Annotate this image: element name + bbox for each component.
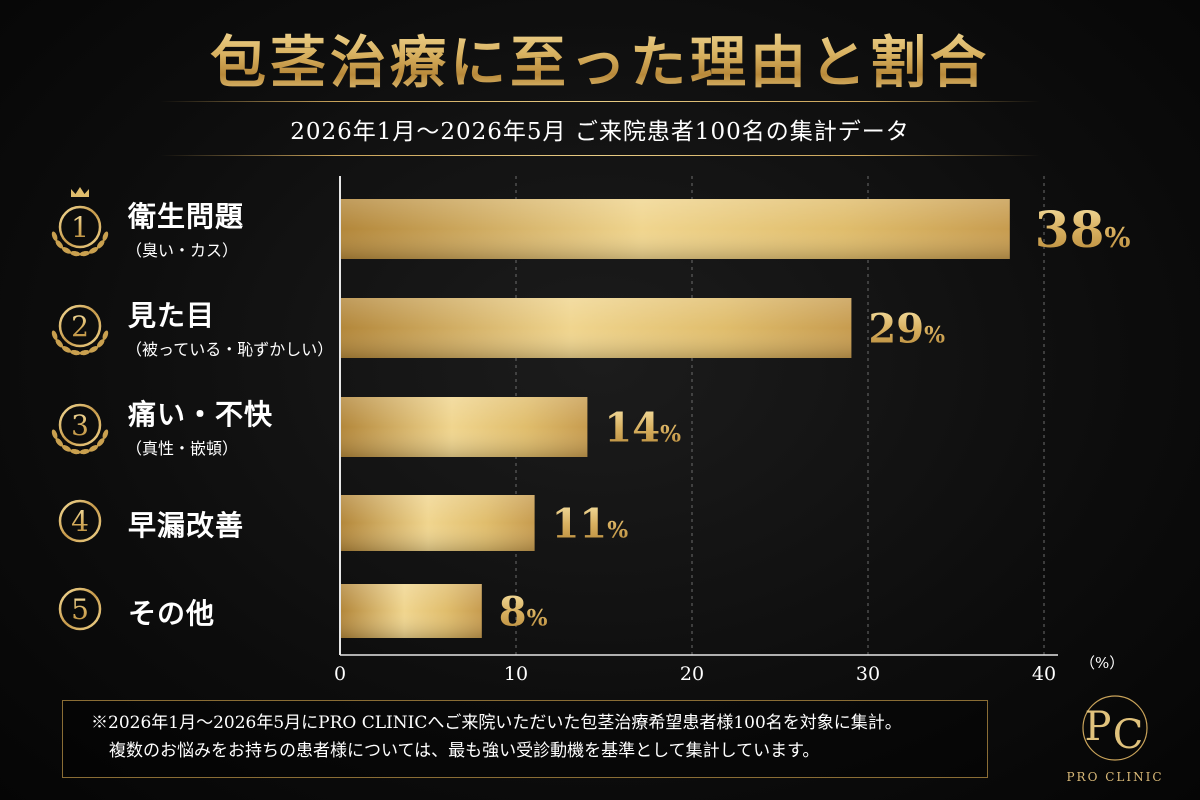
- footnote-line-1: ※2026年1月〜2026年5月にPRO CLINICへご来院いただいた包茎治療…: [91, 713, 902, 733]
- category-sublabel: （被っている・恥ずかしい）: [126, 340, 334, 359]
- category-label: 早漏改善: [128, 509, 245, 542]
- bar-shading: [341, 584, 482, 638]
- laurel-leaf: [62, 247, 71, 254]
- laurel-leaf: [79, 350, 90, 356]
- laurel-leaf: [51, 330, 58, 341]
- title-rule-bottom: [160, 155, 1040, 156]
- rank-badge: 2: [51, 304, 109, 356]
- rank-circle: [58, 587, 102, 631]
- axes: 0 10 20 30 40 （%）: [334, 176, 1124, 685]
- laurel-leaf: [89, 346, 98, 353]
- bar-shading: [341, 199, 1010, 259]
- laurel-leaf: [96, 339, 105, 348]
- laurel-leaf: [51, 231, 58, 242]
- crown-icon: [71, 187, 89, 197]
- x-unit-label: （%）: [1080, 654, 1124, 672]
- laurel-leaf: [96, 240, 105, 249]
- category-label: 見た目: [128, 299, 216, 332]
- title-rule-top: [160, 101, 1040, 102]
- rank-badge: 4: [58, 499, 102, 543]
- rank-number: 4: [71, 505, 89, 538]
- bar-value-label: 14%: [604, 404, 681, 451]
- x-tick-label: 30: [856, 663, 880, 685]
- bar-value-label: 29%: [868, 305, 945, 352]
- category-label: 衛生問題: [128, 200, 245, 233]
- laurel-leaf: [51, 429, 58, 440]
- rank-circle: [58, 205, 102, 249]
- logo-text: PRO CLINIC: [1066, 770, 1164, 784]
- laurel-leaf: [96, 438, 105, 447]
- footnote-line-2: 複数のお悩みをお持ちの患者様については、最も強い受診動機を基準として集計していま…: [109, 741, 820, 761]
- laurel-leaf: [79, 251, 90, 257]
- bar-shading: [341, 397, 588, 457]
- chart-subtitle: 2026年1月〜2026年5月 ご来院患者100名の集計データ: [290, 119, 910, 145]
- logo-ring: [1082, 695, 1148, 761]
- rank-circle: [58, 499, 102, 543]
- bar-shading: [341, 495, 535, 551]
- rank-number: 5: [71, 593, 89, 626]
- rank-badges: 1 2 3 4 5: [51, 187, 109, 631]
- bar-value-label: 11%: [552, 500, 629, 547]
- laurel-leaf: [70, 350, 81, 356]
- footnote-box: ※2026年1月〜2026年5月にPRO CLINICへご来院いただいた包茎治療…: [62, 700, 988, 778]
- rank-number: 2: [71, 310, 89, 343]
- laurel-leaf: [70, 251, 81, 257]
- rank-number: 1: [71, 211, 89, 244]
- bar-value-label: 8%: [499, 588, 548, 635]
- laurel-leaf: [89, 247, 98, 254]
- x-tick-label: 10: [504, 663, 528, 685]
- rank-badge: 5: [58, 587, 102, 631]
- logo-letter: P: [1085, 704, 1112, 750]
- category-sublabel: （真性・嵌頓）: [126, 439, 239, 458]
- category-label: 痛い・不快: [128, 398, 274, 431]
- rank-circle: [58, 403, 102, 447]
- laurel-leaf: [70, 449, 81, 455]
- laurel-leaf: [102, 330, 109, 341]
- bar-value-label: 38%: [1035, 200, 1131, 259]
- laurel-leaf: [79, 449, 90, 455]
- laurel-leaf: [55, 240, 64, 249]
- rank-number: 3: [71, 409, 89, 442]
- rank-badge: 1: [51, 187, 109, 257]
- x-tick-label: 0: [334, 663, 346, 685]
- chart-title: 包茎治療に至った理由と割合: [0, 18, 1200, 99]
- laurel-leaf: [89, 445, 98, 452]
- bars: 38% 29% 14% 11%8%: [341, 199, 1131, 638]
- laurel-leaf: [102, 231, 109, 242]
- laurel-leaf: [55, 438, 64, 447]
- category-label: その他: [128, 597, 216, 630]
- laurel-leaf: [55, 339, 64, 348]
- laurel-leaf: [62, 346, 71, 353]
- x-tick-label: 40: [1032, 663, 1056, 685]
- x-tick-label: 20: [680, 663, 704, 685]
- laurel-leaf: [62, 445, 71, 452]
- logo-letter: C: [1113, 712, 1144, 758]
- laurel-leaf: [102, 429, 109, 440]
- rank-circle: [58, 304, 102, 348]
- rank-badge: 3: [51, 403, 109, 455]
- bar-shading: [341, 298, 852, 358]
- category-sublabel: （臭い・カス）: [126, 241, 239, 260]
